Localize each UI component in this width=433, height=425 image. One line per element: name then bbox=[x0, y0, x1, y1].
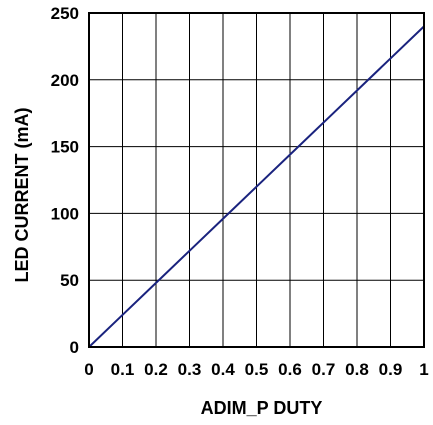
x-tick-label: 0.4 bbox=[211, 360, 235, 379]
y-tick-label: 50 bbox=[60, 271, 79, 290]
x-tick-label: 0 bbox=[84, 360, 93, 379]
grid bbox=[89, 13, 424, 347]
x-tick-label: 0.7 bbox=[312, 360, 336, 379]
y-tick-label: 150 bbox=[51, 138, 79, 157]
x-tick-label: 0.9 bbox=[379, 360, 403, 379]
x-axis-title: ADIM_P DUTY bbox=[201, 398, 323, 418]
x-axis-tick-labels: 0 0.1 0.2 0.3 0.4 0.5 0.6 0.7 0.8 0.9 1 bbox=[84, 360, 428, 379]
y-tick-label: 100 bbox=[51, 204, 79, 223]
y-tick-label: 250 bbox=[51, 4, 79, 23]
x-tick-label: 1 bbox=[419, 360, 428, 379]
plot-frame bbox=[88, 12, 425, 348]
y-axis-tick-labels: 0 50 100 150 200 250 bbox=[51, 4, 79, 357]
x-tick-label: 0.3 bbox=[178, 360, 202, 379]
x-tick-label: 0.8 bbox=[345, 360, 369, 379]
y-tick-label: 200 bbox=[51, 71, 79, 90]
series-line bbox=[88, 25, 425, 348]
x-tick-label: 0.5 bbox=[245, 360, 269, 379]
x-tick-label: 0.6 bbox=[278, 360, 302, 379]
x-tick-label: 0.1 bbox=[111, 360, 135, 379]
y-tick-label: 0 bbox=[70, 338, 79, 357]
y-axis-title: LED CURRENT (mA) bbox=[12, 108, 32, 283]
x-tick-label: 0.2 bbox=[144, 360, 168, 379]
series-layer bbox=[88, 25, 425, 348]
